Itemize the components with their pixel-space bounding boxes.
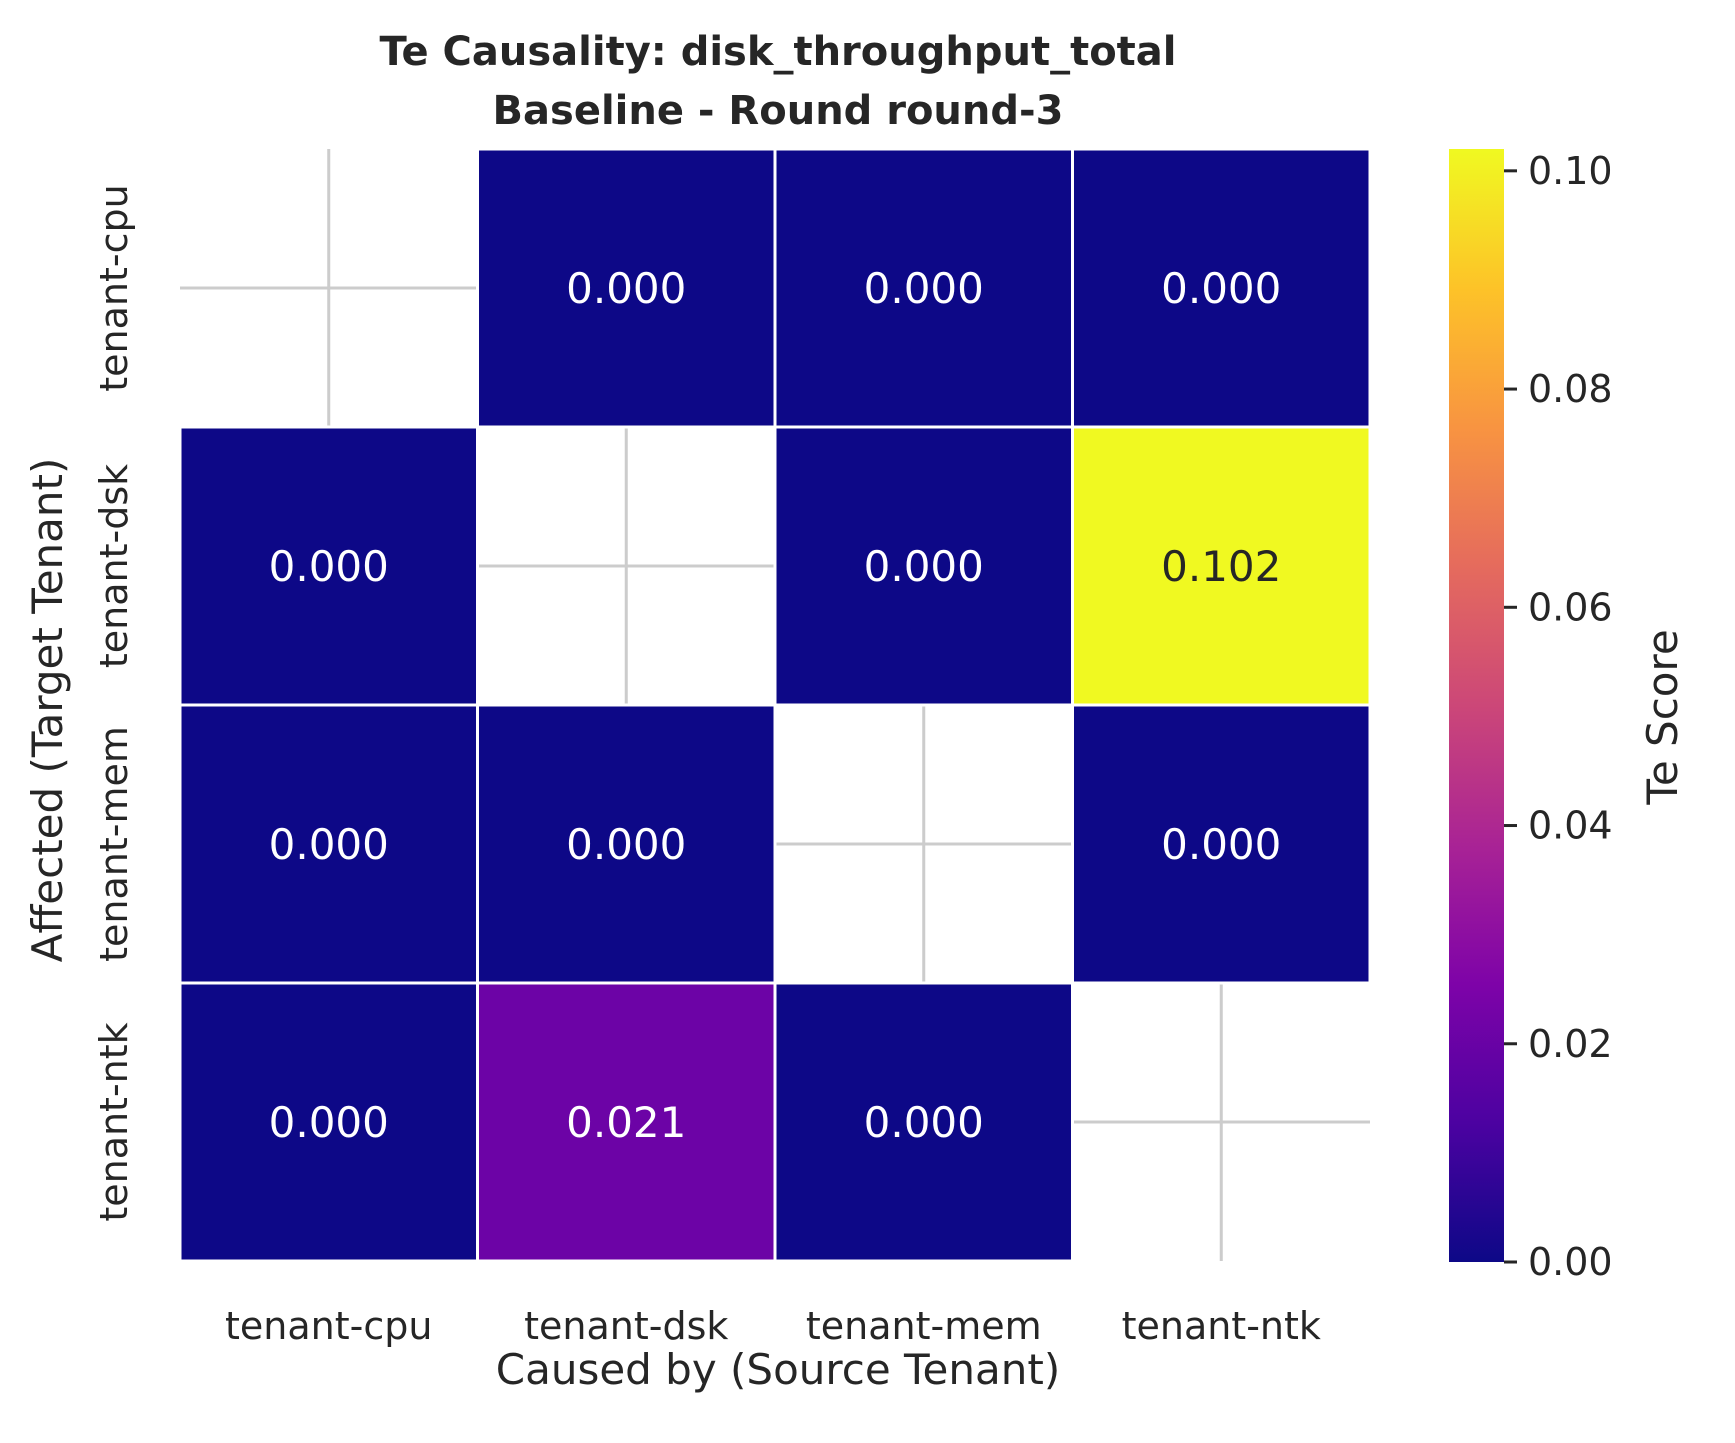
heatmap-cell	[178, 703, 479, 985]
heatmap-cell	[178, 425, 479, 707]
cell-value-label: 0.000	[566, 264, 686, 313]
y-tick-label: tenant-mem	[92, 726, 136, 962]
cell-value-label: 0.021	[566, 1098, 686, 1147]
chart-subtitle: Baseline - Round round-3	[493, 88, 1064, 134]
heatmap-cell	[1071, 703, 1372, 985]
colorbar-tick-label: 0.00	[1528, 1240, 1613, 1284]
x-tick-label: tenant-ntk	[1122, 1304, 1321, 1348]
colorbar-tick-label: 0.10	[1528, 149, 1613, 193]
chart-title: Te Causality: disk_throughput_total	[380, 29, 1177, 75]
cell-value-label: 0.000	[269, 820, 389, 869]
x-tick-label: tenant-dsk	[524, 1304, 728, 1348]
heatmap-cell	[1071, 425, 1372, 707]
x-tick-label: tenant-cpu	[225, 1304, 432, 1348]
colorbar-tick-label: 0.02	[1528, 1022, 1613, 1066]
y-tick-label: tenant-cpu	[92, 184, 136, 391]
colorbar-tick-label: 0.06	[1528, 585, 1613, 629]
cell-value-label: 0.000	[864, 264, 984, 313]
cell-value-label: 0.000	[1161, 820, 1281, 869]
colorbar-tick-label: 0.08	[1528, 367, 1613, 411]
heatmap-cell	[476, 703, 777, 985]
heatmap-cells	[178, 147, 1372, 1263]
y-tick-label: tenant-dsk	[92, 464, 136, 668]
heatmap-cell	[476, 981, 777, 1263]
cell-value-label: 0.000	[269, 1098, 389, 1147]
colorbar: 0.00 0.02 0.04 0.06 0.08 0.10	[1449, 149, 1613, 1284]
colorbar-tick-label: 0.04	[1528, 804, 1613, 848]
heatmap-cell	[773, 981, 1074, 1263]
cell-value-label: 0.000	[1161, 264, 1281, 313]
cell-value-label: 0.000	[269, 542, 389, 591]
y-axis-label: Affected (Target Tenant)	[23, 458, 72, 963]
y-tick-labels: tenant-cpu tenant-dsk tenant-mem tenant-ntk	[92, 184, 136, 1221]
x-tick-labels: tenant-cpu tenant-dsk tenant-mem tenant-ntk	[225, 1304, 1321, 1348]
cell-value-label: 0.000	[864, 542, 984, 591]
heatmap-cell	[476, 147, 777, 429]
cell-value-labels: 0.000 0.000 0.000 0.000 0.000 0.102 0.000 0.000…	[269, 264, 1282, 1147]
colorbar-label: Te Score	[1638, 629, 1687, 805]
cell-value-label: 0.000	[864, 1098, 984, 1147]
colorbar-gradient	[1449, 149, 1504, 1262]
heatmap-cell	[773, 147, 1074, 429]
heatmap-cell	[1071, 147, 1372, 429]
cell-value-label: 0.000	[566, 820, 686, 869]
x-axis-label: Caused by (Source Tenant)	[496, 1345, 1060, 1394]
y-tick-label: tenant-ntk	[92, 1022, 136, 1221]
x-tick-label: tenant-mem	[806, 1304, 1042, 1348]
cell-value-label: 0.102	[1161, 542, 1281, 591]
